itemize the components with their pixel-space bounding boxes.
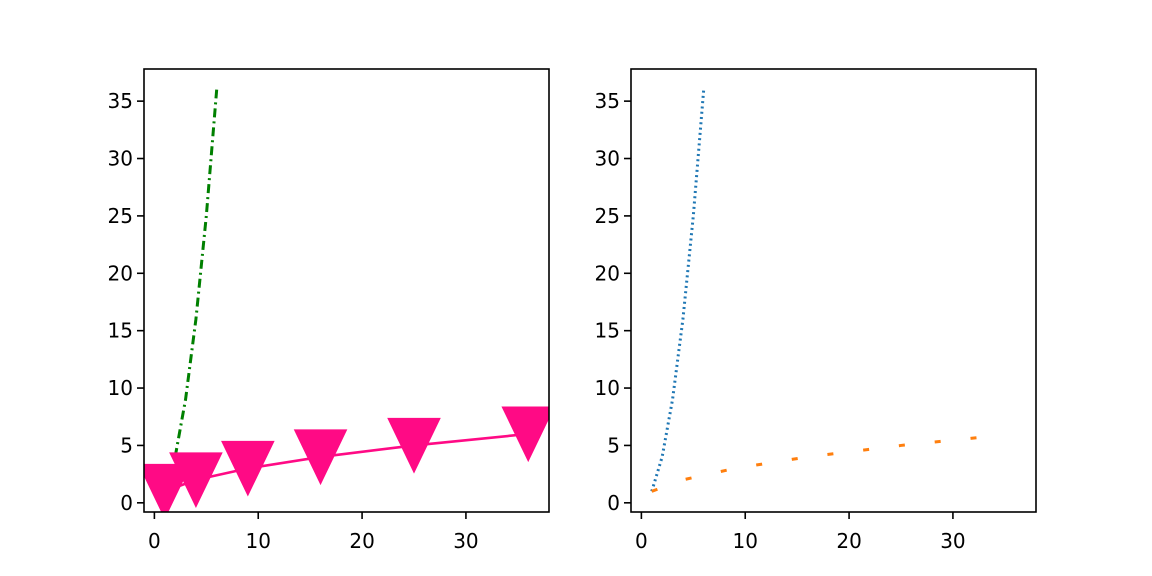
- x-tick-label: 0: [635, 529, 648, 553]
- axes-frame: [143, 68, 550, 513]
- marker-point: [144, 463, 192, 512]
- marker-point: [501, 406, 549, 463]
- y-tick-label: 20: [595, 261, 620, 285]
- subplot-right: 0 10 20 30 0 5 10 15 20 25 30 35: [595, 68, 1037, 553]
- y-tick-label: 35: [108, 89, 133, 113]
- x-tick-label: 20: [349, 529, 374, 553]
- y-tick-label: 0: [120, 491, 133, 515]
- y-tick-label: 5: [607, 433, 620, 457]
- x-tick-label: 30: [453, 529, 478, 553]
- series-line-0: [173, 89, 219, 458]
- x-tick-label: 20: [836, 529, 861, 553]
- axes-frame: [630, 68, 1037, 513]
- x-tick-label: 30: [940, 529, 965, 553]
- y-tick-label: 35: [595, 89, 620, 113]
- y-tick-label: 5: [120, 433, 133, 457]
- marker-point: [293, 429, 348, 486]
- marker-point: [221, 440, 275, 497]
- y-tick-label: 10: [595, 376, 620, 400]
- x-tick-label: 10: [733, 529, 758, 553]
- y-tick-label: 20: [108, 261, 133, 285]
- y-tick-label: 25: [108, 204, 133, 228]
- x-tick-label: 0: [148, 529, 161, 553]
- subplot-left: 0 10 20 30 0 5 10 15 20 25 30 35: [108, 68, 550, 553]
- y-tick-label: 25: [595, 204, 620, 228]
- y-tick-label: 10: [108, 376, 133, 400]
- y-tick-label: 15: [595, 319, 620, 343]
- y-tick-label: 15: [108, 319, 133, 343]
- y-tick-label: 30: [595, 147, 620, 171]
- y-tick-label: 0: [607, 491, 620, 515]
- marker-point: [387, 417, 441, 474]
- y-tick-label: 30: [108, 147, 133, 171]
- plot-area: [144, 89, 549, 512]
- marker-point: [169, 452, 223, 509]
- x-tick-label: 10: [246, 529, 271, 553]
